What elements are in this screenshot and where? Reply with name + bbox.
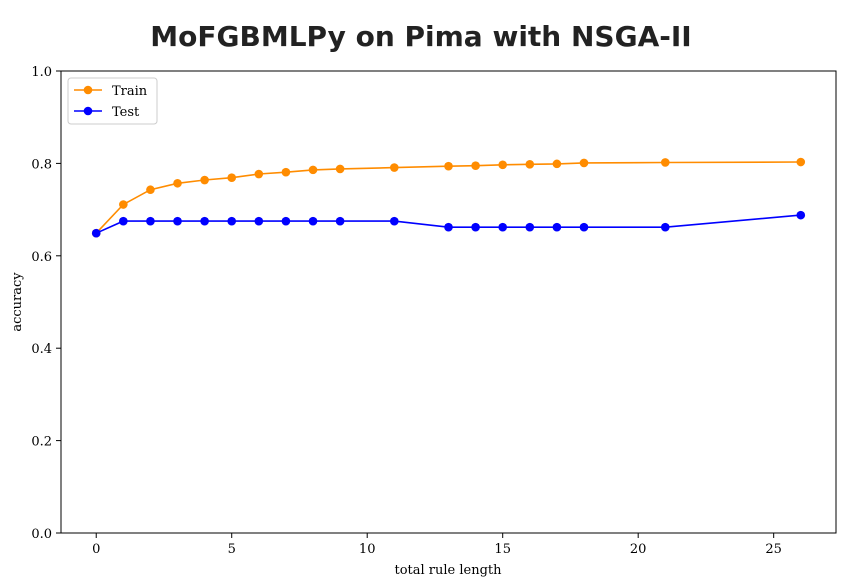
plot-frame xyxy=(60,70,837,534)
y-tick-label: 0.4 xyxy=(31,342,52,357)
train-data-point xyxy=(390,163,399,172)
train-data-point xyxy=(525,160,535,169)
train-data-point xyxy=(281,167,291,177)
test-data-point xyxy=(390,216,399,226)
train-data-point xyxy=(200,175,209,185)
test-data-point xyxy=(173,216,182,226)
plot-area xyxy=(91,157,806,238)
test-data-point xyxy=(308,216,318,226)
test-data-point xyxy=(471,222,480,232)
train-data-point xyxy=(660,158,670,167)
train-data-point xyxy=(146,185,155,195)
y-tick-label: 0.2 xyxy=(31,435,52,450)
test-data-point xyxy=(498,222,507,232)
test-data-point xyxy=(281,216,291,226)
test-data-point xyxy=(525,222,535,232)
test-data-point xyxy=(254,216,264,226)
x-tick-label: 0 xyxy=(92,542,100,557)
y-tick-label: 0.0 xyxy=(31,527,52,542)
test-data-point xyxy=(660,222,670,232)
train-data-point xyxy=(173,178,182,188)
legend-test-label: Test xyxy=(112,105,140,120)
test-data-point xyxy=(227,216,237,226)
train-data-point xyxy=(471,161,480,171)
test-data-point xyxy=(796,210,806,220)
test-data-point xyxy=(444,222,453,232)
train-data-point xyxy=(335,164,345,174)
chart-title: MoFGBMLPy on Pima with NSGA-II xyxy=(150,20,691,53)
train-data-point xyxy=(552,159,562,169)
legend-train-label: Train xyxy=(112,84,148,99)
train-data-point xyxy=(254,169,264,179)
train-data-point xyxy=(796,157,806,167)
test-data-point xyxy=(91,228,101,238)
test-data-point xyxy=(200,216,209,226)
x-tick-label: 5 xyxy=(228,542,236,557)
axis-ticks: 0 5 10 15 20 25 0.0 0.2 0.4 0.6 0.8 1.0 xyxy=(31,65,782,557)
legend-test-marker xyxy=(83,106,93,116)
x-tick-label: 20 xyxy=(630,542,647,557)
test-data-point xyxy=(579,222,589,232)
train-data-point xyxy=(308,165,318,175)
x-tick-label: 10 xyxy=(359,542,376,557)
train-data-point xyxy=(498,160,507,170)
test-data-point xyxy=(146,216,155,226)
legend: Train Test xyxy=(67,77,158,125)
y-tick-label: 0.6 xyxy=(31,250,52,265)
x-axis-label: total rule length xyxy=(394,563,502,578)
legend-train-marker xyxy=(83,85,93,95)
test-data-point xyxy=(119,216,128,226)
y-tick-label: 0.8 xyxy=(31,157,52,172)
train-data-point xyxy=(579,158,589,168)
x-tick-label: 15 xyxy=(494,542,511,557)
test-data-point xyxy=(552,222,562,232)
train-data-point xyxy=(119,200,128,209)
train-data-point xyxy=(444,161,453,171)
x-tick-label: 25 xyxy=(765,542,782,557)
y-axis-label: accuracy xyxy=(10,272,25,332)
train-data-point xyxy=(227,173,237,183)
test-data-point xyxy=(335,216,345,226)
y-tick-label: 1.0 xyxy=(31,65,52,80)
